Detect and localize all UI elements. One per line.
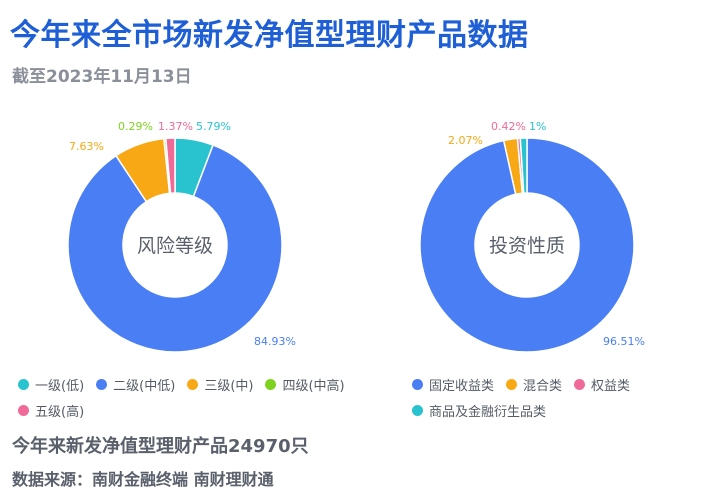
slice-value-label: 0.29% <box>118 120 153 133</box>
legend-swatch-icon <box>265 378 277 390</box>
legend-item: 固定收益类 <box>412 375 494 394</box>
slice-value-label: 1.37% <box>158 120 193 133</box>
legend-item: 商品及金融衍生品类 <box>412 401 546 420</box>
data-source: 数据来源：南财金融终端 南财理财通 <box>12 470 274 489</box>
legend-swatch-icon <box>187 378 199 390</box>
legend-swatch-icon <box>18 378 29 390</box>
legend-swatch-icon <box>18 404 29 416</box>
pie-slice <box>519 137 528 194</box>
pie-slice <box>419 137 635 353</box>
slice-value-label: 96.51% <box>603 335 645 348</box>
slice-value-label: 2.07% <box>448 134 483 147</box>
legend-label: 商品及金融衍生品类 <box>429 404 547 420</box>
legend-swatch-icon <box>412 404 423 416</box>
new-product-count: 今年来新发净值型理财产品24970只 <box>12 436 309 457</box>
legend-swatch-icon <box>574 378 586 390</box>
legend-risk-level: 一级(低) 二级(中低) 三级(中) 四级(中高) 五级(高) <box>18 374 358 426</box>
donut-chart-1: 投资性质 96.51% 2.07% 0.42% 1% <box>419 120 645 353</box>
legend-label: 三级(中) <box>204 378 254 394</box>
legend-item: 五级(高) <box>18 401 84 420</box>
slice-value-label: 7.63% <box>69 140 104 153</box>
legend-label: 固定收益类 <box>429 378 495 394</box>
legend-label: 四级(中高) <box>282 378 345 394</box>
legend-label: 一级(低) <box>35 378 85 394</box>
slice-value-label: 0.42% <box>491 120 526 133</box>
page-subtitle: 截至2023年11月13日 <box>12 67 192 87</box>
legend-item: 二级(中低) <box>96 375 175 394</box>
pie-slice <box>67 144 283 353</box>
page-title: 今年来全市场新发净值型理财产品数据 <box>10 18 529 53</box>
donut-center-label: 风险等级 <box>137 235 213 257</box>
legend-item: 权益类 <box>574 375 630 394</box>
pie-slice <box>164 137 176 195</box>
slice-value-label: 84.93% <box>254 335 296 348</box>
legend-swatch-icon <box>96 378 108 390</box>
legend-swatch-icon <box>412 378 423 390</box>
legend-label: 五级(高) <box>35 404 85 420</box>
legend-investment-type: 固定收益类 混合类 权益类商品及金融衍生品类 <box>412 374 692 426</box>
donut-chart-0: 风险等级 5.79% 84.93% 7.63% 0.29% 1.37% <box>67 120 296 353</box>
legend-swatch-icon <box>506 378 518 390</box>
legend-label: 权益类 <box>591 378 631 394</box>
legend-label: 混合类 <box>523 378 563 394</box>
legend-label: 二级(中低) <box>113 378 176 394</box>
donut-center-label: 投资性质 <box>489 235 565 257</box>
slice-value-label: 5.79% <box>196 120 231 133</box>
slice-value-label: 1% <box>529 120 546 133</box>
charts-area: 风险等级 5.79% 84.93% 7.63% 0.29% 1.37% 投资性质 96.51%… <box>67 120 645 353</box>
legend-item: 四级(中高) <box>265 375 345 394</box>
legend-item: 三级(中) <box>187 375 253 394</box>
legend-item: 混合类 <box>506 375 562 394</box>
legend-item: 一级(低) <box>18 375 84 394</box>
